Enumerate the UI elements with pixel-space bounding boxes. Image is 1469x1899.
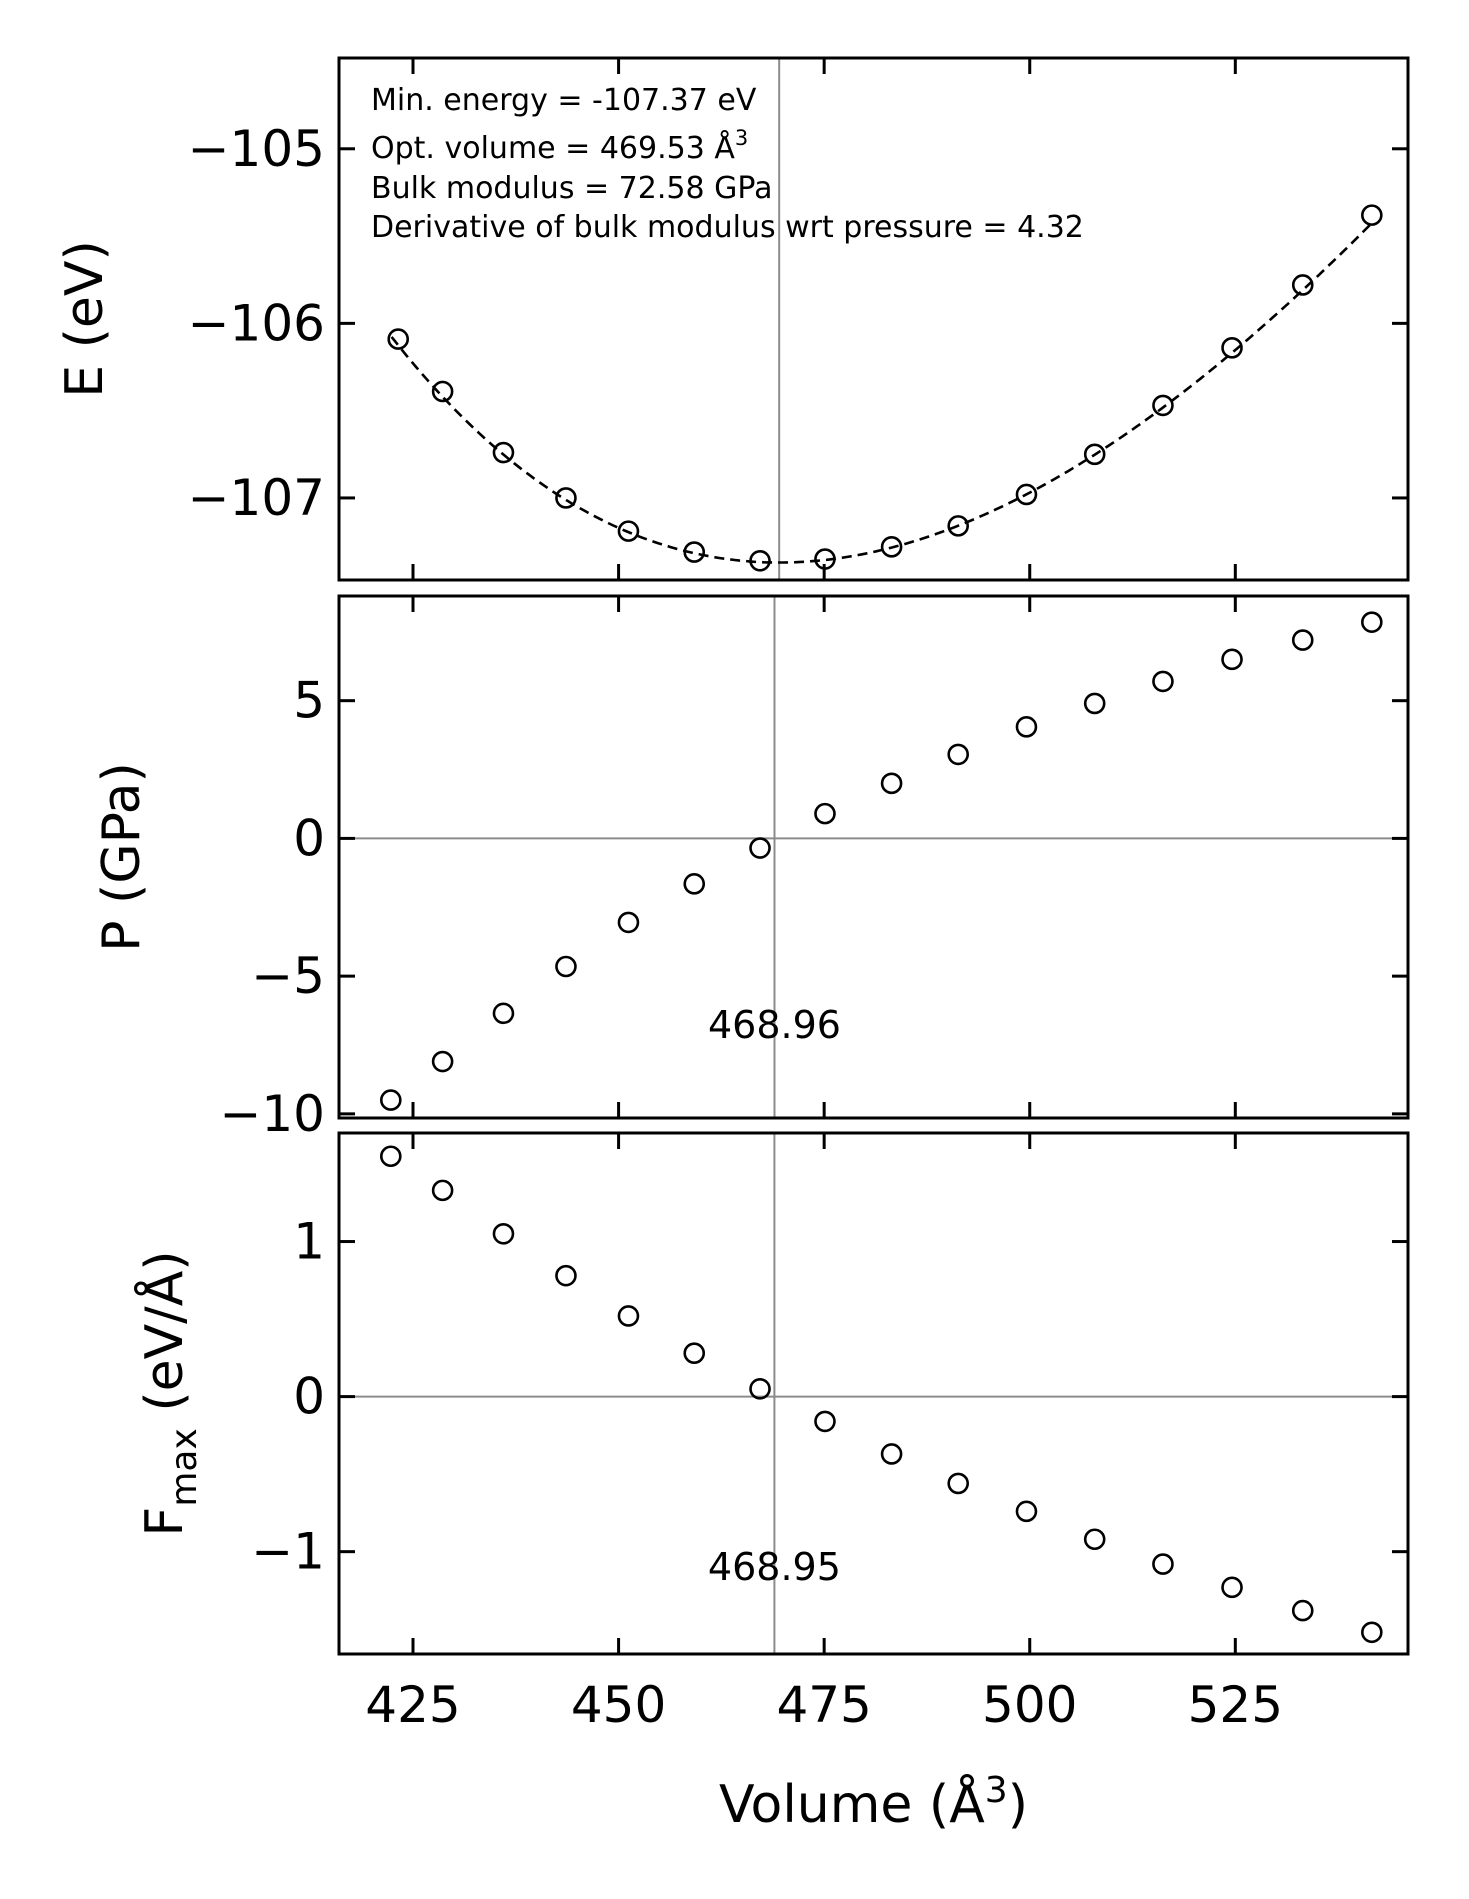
y-tick-label: −10 xyxy=(219,1085,325,1143)
data-point xyxy=(1361,204,1383,226)
data-point xyxy=(683,1342,706,1364)
fit-annotation: Opt. volume = 469.53 Å3 xyxy=(371,126,748,166)
fit-annotation: Derivative of bulk modulus wrt pressure … xyxy=(371,210,1084,245)
axes-frame xyxy=(337,594,1410,1120)
y-tick-label: −1 xyxy=(251,1523,325,1581)
data-point xyxy=(1291,629,1314,651)
data-point xyxy=(1291,274,1314,296)
panel-1: −105 −106 −107 E (eV) Min. energy = -107.37 … xyxy=(55,56,1410,582)
y-axis-label: Fmax (eV/Å) xyxy=(133,1250,205,1536)
data-point xyxy=(1015,483,1038,506)
x-tick-label: 475 xyxy=(776,1676,871,1734)
data-point xyxy=(555,487,577,509)
fit-annotation: Min. energy = -107.37 eV xyxy=(371,83,757,118)
y-tick-label: 0 xyxy=(293,809,325,867)
data-point xyxy=(880,772,903,795)
data-point xyxy=(617,520,640,542)
y-axis-label-units: (eV/Å) xyxy=(133,1250,195,1428)
panel-3: 1 0 −1 Fmax (eV/Å) 468.95 425 450 475 500 525 Volu… xyxy=(133,1131,1410,1835)
y-tick-label: 0 xyxy=(293,1368,325,1426)
data-point xyxy=(1221,1576,1243,1599)
x-axis-label: Volume (Å3) xyxy=(719,1770,1028,1835)
data-point xyxy=(749,1378,771,1400)
y-tick-label: 5 xyxy=(293,672,325,730)
data-point xyxy=(947,743,969,766)
data-point xyxy=(617,911,640,934)
data-point xyxy=(1152,394,1174,417)
y-axis-label-subscript: max xyxy=(164,1428,205,1506)
data-point xyxy=(947,1472,969,1495)
data-point xyxy=(880,536,903,558)
data-point xyxy=(431,1050,454,1073)
panel-2: 5 0 −5 −10 P (GPa) 468.96 xyxy=(92,594,1410,1143)
axes-frame xyxy=(337,1131,1410,1656)
y-tick-label: −107 xyxy=(188,469,325,527)
data-point xyxy=(1361,611,1383,633)
vertical-line-value-label: 468.95 xyxy=(708,1545,841,1589)
data-point xyxy=(1083,443,1106,466)
data-point xyxy=(431,380,454,403)
data-point xyxy=(814,1410,836,1433)
data-point xyxy=(1083,692,1106,715)
data-point xyxy=(683,541,706,563)
data-point xyxy=(1015,1500,1038,1523)
data-point xyxy=(1221,648,1243,671)
data-point xyxy=(947,515,969,537)
y-axis-label: P (GPa) xyxy=(92,762,152,952)
vertical-line-value-label: 468.96 xyxy=(708,1003,841,1047)
fit-curve xyxy=(390,222,1373,564)
fit-annotation-text: Opt. volume = 469.53 Å xyxy=(371,130,735,166)
y-tick-label: 1 xyxy=(293,1213,325,1271)
data-point xyxy=(492,1002,515,1025)
data-point xyxy=(492,441,515,464)
axes-frame xyxy=(337,56,1410,582)
y-tick-label: −106 xyxy=(188,294,325,352)
x-axis-label-text: Volume (Å xyxy=(719,1773,985,1835)
data-point xyxy=(387,328,410,350)
fit-annotation: Bulk modulus = 72.58 GPa xyxy=(371,171,772,206)
x-axis-label-close: ) xyxy=(1008,1775,1028,1835)
data-point xyxy=(617,1305,640,1327)
data-point xyxy=(380,1145,402,1168)
data-point xyxy=(555,1264,577,1287)
x-tick-label: 525 xyxy=(1188,1676,1283,1734)
data-point xyxy=(1291,1599,1314,1622)
data-point xyxy=(1015,716,1038,738)
x-axis-label-superscript: 3 xyxy=(985,1770,1008,1811)
y-axis-label-main: F xyxy=(135,1507,195,1537)
plot-area xyxy=(339,1133,1408,1654)
data-point xyxy=(814,802,836,825)
data-point xyxy=(1083,1528,1106,1551)
y-axis-label: E (eV) xyxy=(55,240,115,398)
data-point xyxy=(880,1443,903,1465)
data-point xyxy=(492,1222,515,1245)
data-point xyxy=(749,837,771,859)
x-tick-label: 450 xyxy=(571,1676,666,1734)
data-point xyxy=(380,1089,402,1111)
data-point xyxy=(431,1179,454,1202)
data-point xyxy=(1152,670,1174,693)
x-tick-label: 425 xyxy=(365,1676,460,1734)
plot-area xyxy=(387,58,1383,580)
data-point xyxy=(1152,1553,1174,1575)
data-point xyxy=(1221,337,1243,359)
data-point xyxy=(1361,1621,1383,1644)
x-tick-label: 500 xyxy=(982,1676,1077,1734)
y-tick-label: −5 xyxy=(251,947,325,1005)
plot-area xyxy=(339,596,1408,1118)
y-tick-label: −105 xyxy=(188,120,325,178)
data-point xyxy=(749,549,771,572)
data-point xyxy=(683,873,706,895)
data-point xyxy=(555,955,577,978)
fit-annotation-superscript: 3 xyxy=(735,126,748,150)
